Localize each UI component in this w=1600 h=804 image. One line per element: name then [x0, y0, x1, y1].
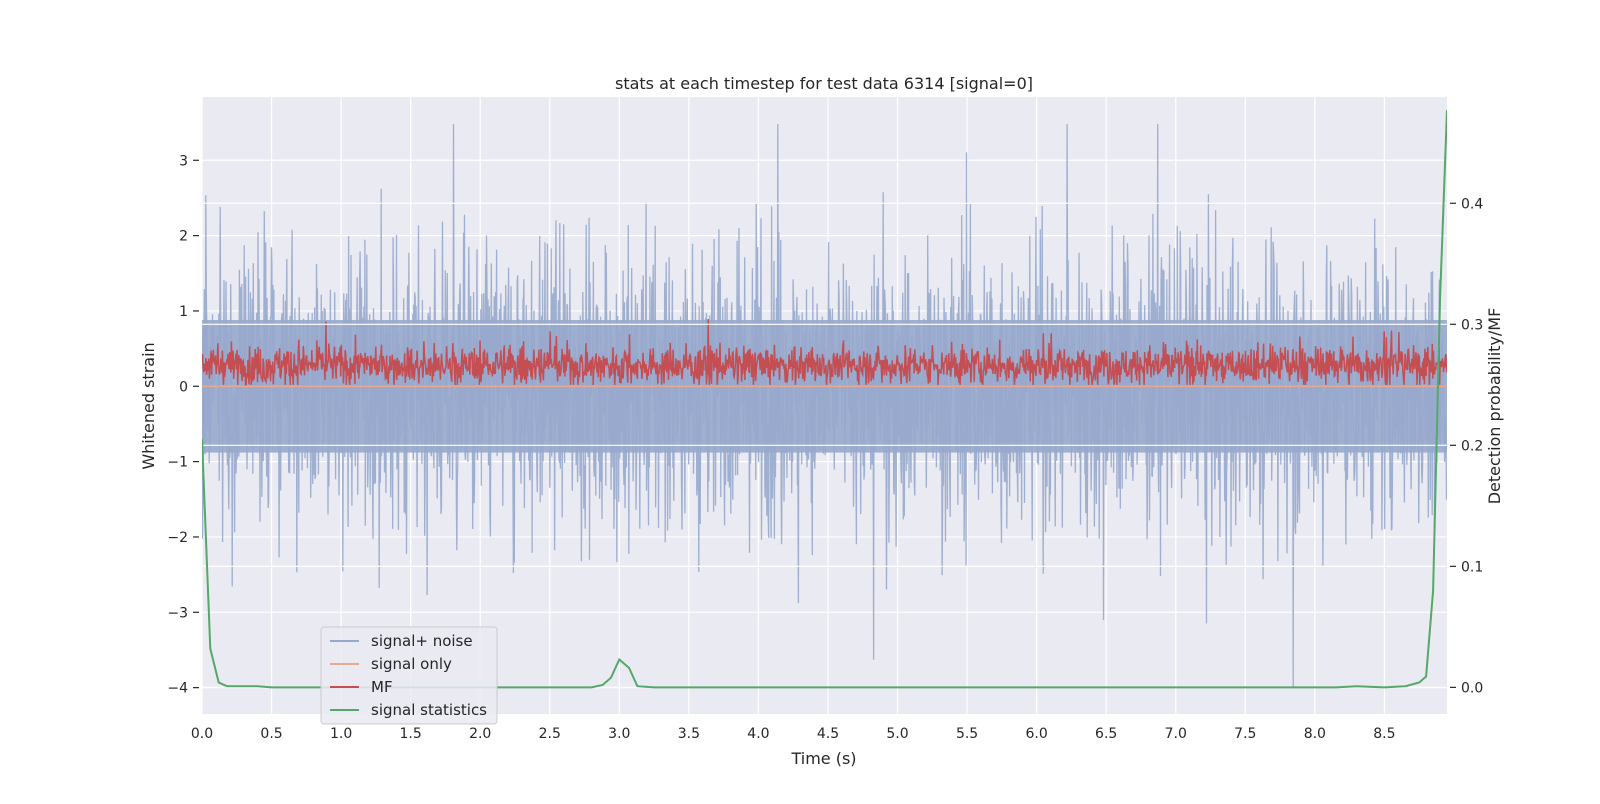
- y-tick-label: −1: [167, 455, 188, 471]
- y-tick-label: −3: [167, 605, 188, 621]
- x-tick-label: 7.5: [1234, 726, 1256, 742]
- legend: signal+ noise signal only MF signal stat…: [320, 626, 498, 725]
- x-tick-label: 4.0: [747, 726, 769, 742]
- x-tick-label: 2.5: [539, 726, 561, 742]
- x-tick-label: 4.5: [817, 726, 839, 742]
- x-tick-label: 5.5: [956, 726, 978, 742]
- x-tick-label: 2.0: [469, 726, 491, 742]
- x-tick-label: 6.0: [1026, 726, 1048, 742]
- legend-label-signal-noise: signal+ noise: [371, 632, 473, 650]
- x-axis-label: Time (s): [790, 749, 856, 768]
- x-tick-label: 6.5: [1095, 726, 1117, 742]
- y-right-tick-label: 0.4: [1461, 196, 1483, 212]
- y-right-tick-label: 0.2: [1461, 438, 1483, 454]
- x-tick-label: 8.5: [1373, 726, 1395, 742]
- x-tick-label: 8.0: [1304, 726, 1326, 742]
- x-tick-label: 3.5: [678, 726, 700, 742]
- legend-box: [320, 626, 498, 725]
- right-grid: [202, 202, 1447, 688]
- ticks: 0.0 0.5 1.0 1.5 2.0 2.5 3.0 3.5 4.0 4.5 5.0 5.5 6.0 6…: [167, 153, 1483, 742]
- signal-statistics-line: [202, 110, 1447, 689]
- x-tick-label: 1.5: [400, 726, 422, 742]
- mf-line: [202, 318, 1447, 386]
- y-right-tick-label: 0.0: [1461, 680, 1483, 696]
- right-data-layer: [202, 110, 1447, 689]
- x-tick-label: 1.0: [330, 726, 352, 742]
- y-tick-label: 3: [179, 153, 188, 169]
- chart-title: stats at each timestep for test data 631…: [615, 74, 1033, 93]
- y-tick-label: 0: [179, 379, 188, 395]
- data-layer: [202, 124, 1447, 688]
- legend-label-signal-only: signal only: [371, 655, 452, 673]
- y-right-tick-label: 0.1: [1461, 559, 1483, 575]
- x-tick-label: 5.0: [886, 726, 908, 742]
- x-tick-label: 3.0: [608, 726, 630, 742]
- x-tick-label: 0.5: [260, 726, 282, 742]
- x-tick-label: 7.0: [1165, 726, 1187, 742]
- y-tick-label: 1: [179, 304, 188, 320]
- y-axis-label-right: Detection probability/MF: [1485, 308, 1504, 505]
- y-tick-label: −2: [167, 530, 188, 546]
- y-tick-label: 2: [179, 229, 188, 245]
- x-tick-label: 0.0: [191, 726, 213, 742]
- legend-label-mf: MF: [371, 678, 393, 696]
- y-axis-label-left: Whitened strain: [139, 342, 158, 469]
- y-tick-label: −4: [167, 681, 188, 697]
- legend-label-signal-statistics: signal statistics: [371, 701, 487, 719]
- y-right-tick-label: 0.3: [1461, 317, 1483, 333]
